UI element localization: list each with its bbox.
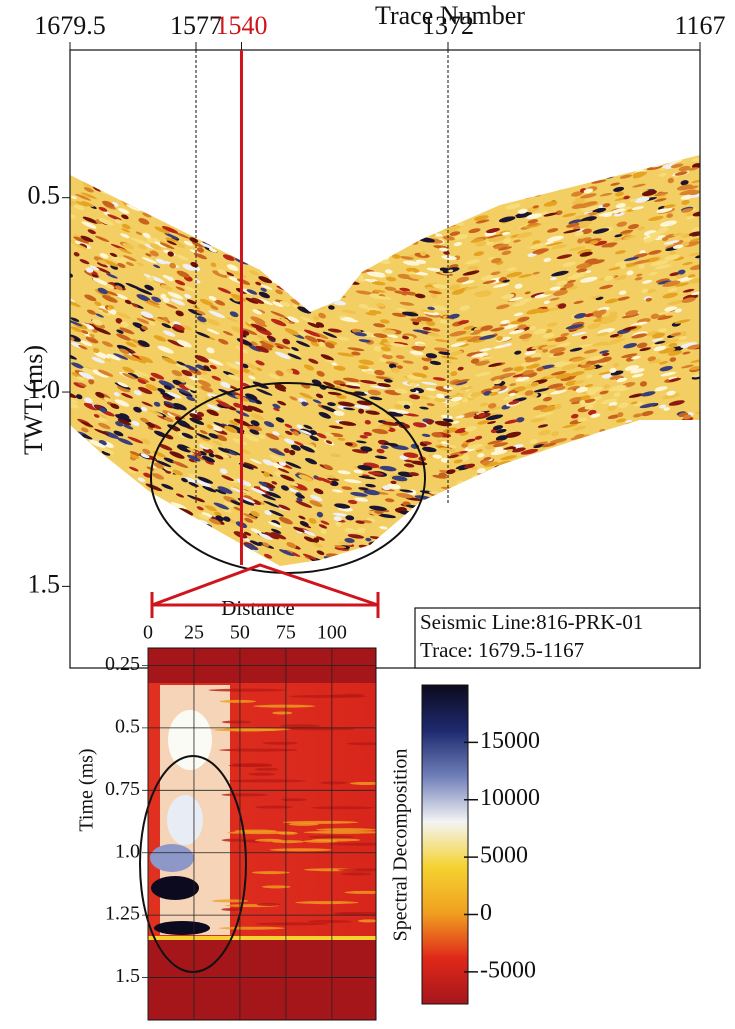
colorbar-tick-label: 0 [480,900,492,926]
y-tick-label: 1.5 [115,965,140,987]
colorbar-tick-label: -5000 [480,957,536,983]
y-tick-label: 0.5 [28,181,61,210]
y-tick-label: 0.5 [115,715,140,737]
y-tick-label: 0.75 [105,778,140,800]
y-tick-label: 0.25 [105,653,140,675]
colorbar-tick-label: 5000 [480,843,528,869]
colorbar-tick-label: 15000 [480,728,540,754]
y-tick-label: 1.0 [115,840,140,862]
annotation: Seismic Line:816-PRK-01 [420,610,643,634]
y-axis-title: Time (ms) [76,748,98,831]
x-tick-label: 1540 [215,11,267,40]
x-tick-label: 1577 [170,11,222,40]
x-tick-label: 25 [184,622,204,644]
x-tick-label: 0 [143,622,153,644]
x-tick-label: 1167 [674,11,725,40]
x-tick-label: 75 [276,622,296,644]
x-tick-label: 1372 [422,11,474,40]
y-tick-label: 1.0 [28,375,61,404]
x-tick-label: 50 [230,622,250,644]
colorbar [422,685,468,1004]
x-axis-title: Distance [221,596,294,620]
x-tick-label: 1679.5 [34,11,106,40]
colorbar-tick-label: 10000 [480,785,540,811]
y-tick-label: 1.5 [28,569,61,598]
x-tick-label: 100 [317,622,347,644]
y-tick-label: 1.25 [105,903,140,925]
colorbar-title: Spectral Decomposition [390,749,412,942]
annotation: Trace: 1679.5-1167 [420,638,584,662]
